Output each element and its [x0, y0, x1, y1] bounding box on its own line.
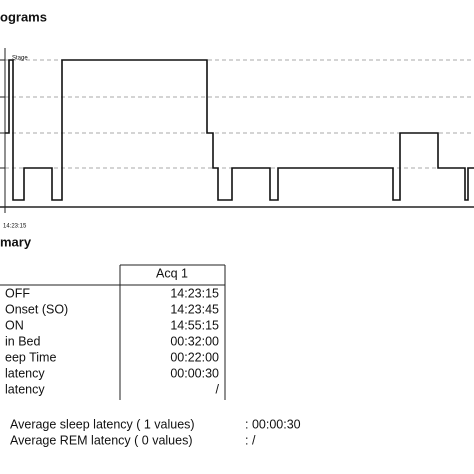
- hypnogram-line: [5, 59, 474, 201]
- average-label: Average sleep latency ( 1 values): [10, 417, 195, 431]
- axis-label: Stage: [12, 56, 28, 62]
- hypnogram-grid: [5, 59, 474, 169]
- section-title: ograms: [0, 9, 47, 24]
- average-value: : 00:00:30: [245, 417, 301, 431]
- row-value: /: [216, 382, 220, 396]
- row-value: 00:22:00: [170, 350, 219, 364]
- section-title: mary: [0, 234, 32, 249]
- row-label: ON: [5, 318, 24, 332]
- row-value: 14:23:45: [170, 302, 219, 316]
- row-label: eep Time: [5, 350, 56, 364]
- start-time: 14:23:15: [3, 224, 27, 230]
- table-border: [0, 264, 226, 400]
- ticks: [0, 59, 6, 213]
- table-header: Acq 1: [156, 266, 188, 280]
- row-value: 14:55:15: [170, 318, 219, 332]
- average-value: : /: [245, 433, 256, 447]
- row-value: 00:00:30: [170, 366, 219, 380]
- row-label: OFF: [5, 286, 30, 300]
- row-label: in Bed: [5, 334, 40, 348]
- row-label: Onset (SO): [5, 302, 68, 316]
- row-label: latency: [5, 366, 45, 380]
- row-value: 14:23:15: [170, 286, 219, 300]
- row-value: 00:32:00: [170, 334, 219, 348]
- average-label: Average REM latency ( 0 values): [10, 433, 193, 447]
- row-label: latency: [5, 382, 45, 396]
